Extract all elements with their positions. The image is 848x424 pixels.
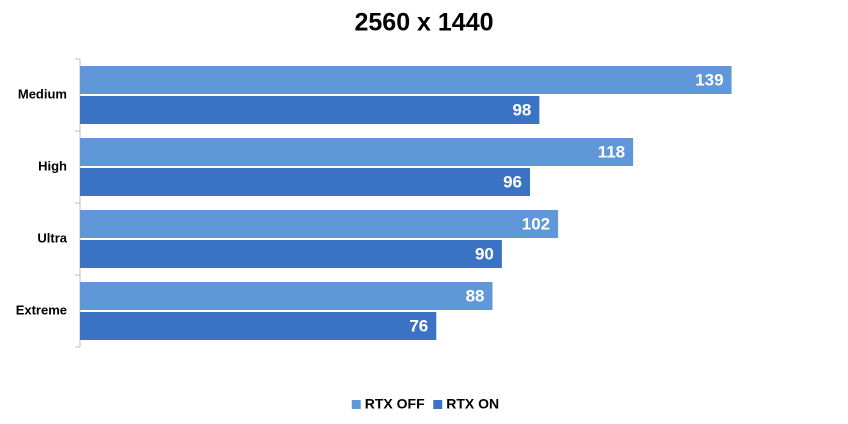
bar — [80, 66, 732, 94]
bar — [80, 138, 634, 166]
bar — [80, 96, 540, 124]
value-label: 88 — [466, 286, 485, 305]
y-tick-label: Extreme — [16, 302, 67, 317]
value-label: 139 — [695, 70, 723, 89]
legend-swatch — [433, 400, 443, 409]
y-tick-label: High — [38, 158, 67, 173]
chart-title: 2560 x 1440 — [354, 9, 493, 37]
y-tick-label: Ultra — [37, 230, 67, 245]
bar — [80, 210, 559, 238]
bar — [80, 168, 530, 196]
bar — [80, 240, 502, 268]
bar — [80, 282, 493, 310]
value-label: 98 — [512, 100, 531, 119]
y-tick-label: Medium — [18, 86, 67, 101]
value-label: 90 — [475, 244, 494, 263]
legend-label: RTX ON — [446, 396, 499, 412]
legend-swatch — [351, 400, 361, 409]
legend-label: RTX OFF — [365, 396, 425, 412]
value-label: 96 — [503, 172, 522, 191]
bar — [80, 312, 437, 340]
value-label: 118 — [598, 142, 625, 161]
value-label: 102 — [522, 214, 550, 233]
value-label: 76 — [409, 316, 428, 335]
